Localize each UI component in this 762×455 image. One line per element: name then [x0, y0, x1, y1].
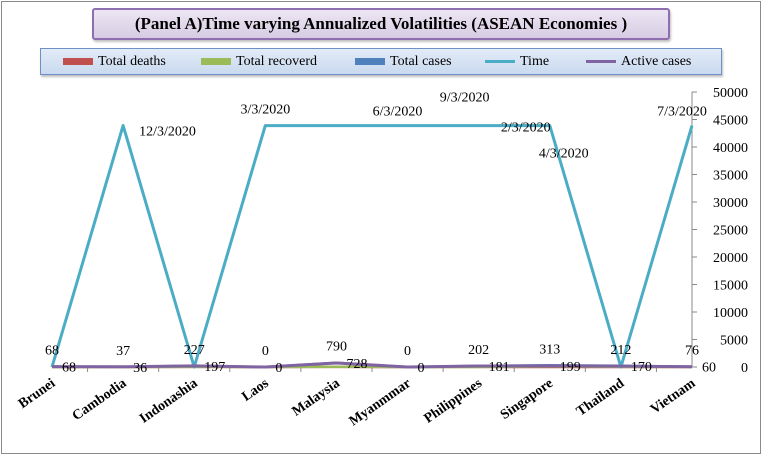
y-tick-label: 35000 — [713, 169, 748, 184]
y-tick-label: 0 — [741, 361, 748, 376]
data-label-philippines: 181 — [489, 360, 510, 375]
x-tick-label-singapore: Singapore — [498, 376, 556, 423]
y-tick-label: 50000 — [713, 86, 748, 101]
y-tick-label: 20000 — [713, 251, 748, 266]
y-tick-label: 15000 — [713, 279, 748, 294]
chart-title: (Panel A)Time varying Annualized Volatil… — [134, 14, 628, 33]
data-label-laos: 0 — [262, 344, 269, 359]
legend-item-active-cases: Active cases — [586, 49, 691, 74]
legend-swatch-total-recoverd — [201, 58, 231, 65]
x-tick-label-indonashia: Indonashia — [137, 376, 200, 427]
legend-swatch-total-deaths — [63, 58, 93, 65]
x-tick-label-vietnam: Vietnam — [648, 376, 698, 418]
x-tick-label-laos: Laos — [239, 376, 272, 405]
legend-label-total-deaths: Total deaths — [98, 53, 166, 69]
data-label-vietnam: 7/3/2020 — [657, 105, 707, 120]
data-label-vietnam: 60 — [702, 361, 716, 376]
legend-label-total-recoverd: Total recoverd — [236, 53, 318, 69]
legend-swatch-total-cases — [355, 58, 385, 65]
y-tick-label: 30000 — [713, 196, 748, 211]
data-label-vietnam: 76 — [685, 344, 699, 359]
data-label-cambodia: 36 — [133, 361, 147, 376]
x-tick-label-thailand: Thailand — [574, 376, 627, 420]
data-label-philippines: 9/3/2020 — [440, 91, 490, 106]
legend-label-active-cases: Active cases — [621, 53, 692, 69]
legend-swatch-time — [485, 60, 515, 63]
data-label-singapore: 199 — [560, 360, 581, 375]
data-label-philippines: 202 — [468, 343, 489, 358]
x-tick-label-malaysia: Malaysia — [290, 376, 343, 420]
data-label-cambodia: 37 — [116, 344, 130, 359]
y-tick-label: 25000 — [713, 224, 748, 239]
data-label-singapore: 4/3/2020 — [539, 147, 589, 162]
y-tick-label: 10000 — [713, 306, 748, 321]
data-label-myanmmar: 6/3/2020 — [373, 105, 423, 120]
y-tick-label: 45000 — [713, 114, 748, 129]
data-label-singapore: 2/3/2020 — [501, 121, 551, 136]
data-label-laos: 0 — [275, 361, 282, 376]
legend-item-total-deaths: Total deaths — [63, 49, 166, 74]
data-label-laos: 3/3/2020 — [240, 103, 290, 118]
series-line-active-cases — [51, 361, 693, 369]
data-label-thailand: 212 — [610, 343, 631, 358]
legend-label-time: Time — [520, 53, 550, 69]
data-label-malaysia: 790 — [326, 340, 347, 355]
x-tick-label-myanmmar: Myanmmar — [347, 376, 414, 429]
y-tick-label: 40000 — [713, 141, 748, 156]
data-label-indonashia: 197 — [204, 360, 225, 375]
x-tick-label-cambodia: Cambodia — [70, 376, 130, 424]
data-label-thailand: 170 — [631, 360, 652, 375]
legend-label-total-cases: Total cases — [390, 53, 452, 69]
chart-legend: Total deaths Total recoverd Total cases … — [40, 48, 722, 75]
chart-title-box: (Panel A)Time varying Annualized Volatil… — [92, 8, 670, 40]
data-label-brunei: 68 — [45, 344, 59, 359]
legend-swatch-active-cases — [586, 60, 616, 63]
x-tick-label-brunei: Brunei — [16, 376, 58, 412]
x-tick-label-philippines: Philippines — [422, 376, 486, 427]
data-label-cambodia: 12/3/2020 — [139, 125, 196, 140]
data-label-brunei: 68 — [62, 361, 76, 376]
data-label-malaysia: 728 — [346, 357, 367, 372]
series-line-time — [50, 124, 694, 369]
legend-item-total-recoverd: Total recoverd — [201, 49, 317, 74]
legend-item-total-cases: Total cases — [355, 49, 452, 74]
data-label-singapore: 313 — [539, 342, 560, 357]
data-label-myanmmar: 0 — [404, 344, 411, 359]
data-label-myanmmar: 0 — [418, 361, 425, 376]
legend-item-time: Time — [485, 49, 549, 74]
y-tick-label: 5000 — [720, 334, 748, 349]
data-label-indonashia: 227 — [184, 343, 205, 358]
